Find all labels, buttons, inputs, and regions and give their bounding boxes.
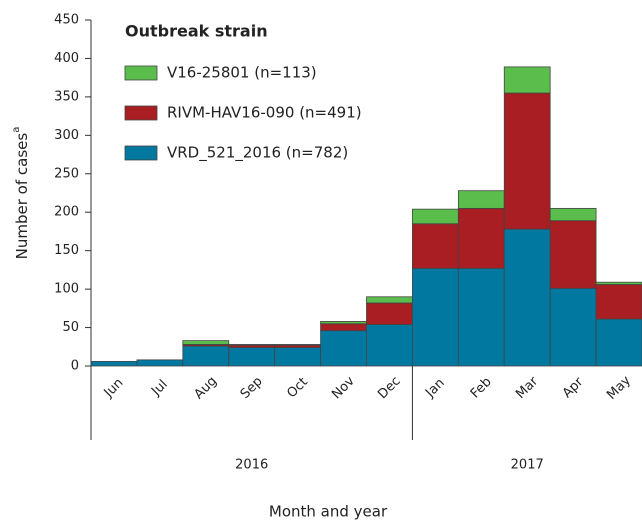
x-tick-label: Mar: [513, 374, 541, 402]
bar-segment: [320, 323, 367, 332]
bar-segment: [595, 284, 642, 320]
bar-segment: [549, 287, 597, 367]
bar-segment: [412, 223, 459, 269]
bar-segment: [90, 360, 138, 367]
bar-segment: [457, 267, 505, 367]
y-axis-label-marker: a: [11, 127, 22, 133]
x-tick-label: Apr: [560, 374, 587, 401]
y-tick-label: 50: [62, 320, 79, 335]
x-tick-label: Jul: [148, 377, 170, 399]
y-tick-label: 300: [54, 128, 79, 143]
y-tick-label: 250: [54, 166, 79, 181]
bar-segment: [366, 324, 413, 367]
bar-segment: [274, 344, 321, 346]
x-axis-label: Month and year: [269, 503, 388, 521]
x-tick-label: May: [604, 373, 634, 403]
y-tick-label: 450: [54, 13, 79, 28]
legend-title: Outbreak strain: [125, 22, 268, 41]
x-tick-label: Oct: [284, 375, 311, 402]
y-tick-label: 400: [54, 51, 79, 66]
bar-segment: [228, 347, 276, 367]
y-tick-label: 0: [71, 359, 79, 374]
bar-segment: [503, 228, 551, 367]
bar-segment: [503, 66, 551, 94]
y-tick-label: 100: [54, 282, 79, 297]
bar-segment: [457, 207, 505, 269]
legend-swatch: [124, 65, 158, 81]
x-tick-label: Jun: [101, 376, 127, 402]
bar-segment: [595, 318, 642, 367]
bar-segment: [549, 220, 597, 289]
y-tick-label: 150: [54, 243, 79, 258]
x-tick-label: Nov: [329, 374, 358, 403]
x-group-label: 2016: [235, 458, 268, 473]
legend-label: VRD_521_2016 (n=782): [167, 144, 348, 163]
bar-segment: [366, 302, 413, 325]
y-axis-label: Number of casesa: [11, 127, 31, 260]
x-tick-label: Dec: [375, 374, 403, 402]
bar-segment: [366, 296, 413, 304]
x-tick-label: Feb: [468, 375, 495, 402]
bar-segment: [320, 321, 367, 325]
bar-segment: [412, 267, 459, 367]
x-tick-label: Sep: [238, 374, 266, 402]
bar-segment: [182, 345, 230, 367]
bar-segment: [228, 344, 276, 346]
bar-segment: [274, 347, 321, 367]
y-tick-label: 350: [54, 89, 79, 104]
bar-segment: [136, 359, 184, 367]
y-tick-label: 200: [54, 205, 79, 220]
bar-segment: [320, 330, 367, 367]
bar-segment: [503, 92, 551, 230]
x-tick-label: Jan: [422, 376, 447, 401]
legend-label: V16-25801 (n=113): [167, 64, 317, 82]
legend-swatch: [124, 145, 158, 161]
bar-segment: [549, 207, 597, 222]
x-group-label: 2017: [511, 458, 544, 473]
bar-segment: [595, 281, 642, 285]
x-tick-label: Aug: [192, 374, 221, 403]
bar-segment: [412, 208, 459, 225]
legend-label: RIVM-HAV16-090 (n=491): [167, 104, 362, 122]
legend-swatch: [124, 105, 158, 121]
bar-segment: [457, 190, 505, 209]
y-axis-label-text: Number of cases: [13, 133, 31, 260]
bar-segment: [182, 340, 230, 345]
